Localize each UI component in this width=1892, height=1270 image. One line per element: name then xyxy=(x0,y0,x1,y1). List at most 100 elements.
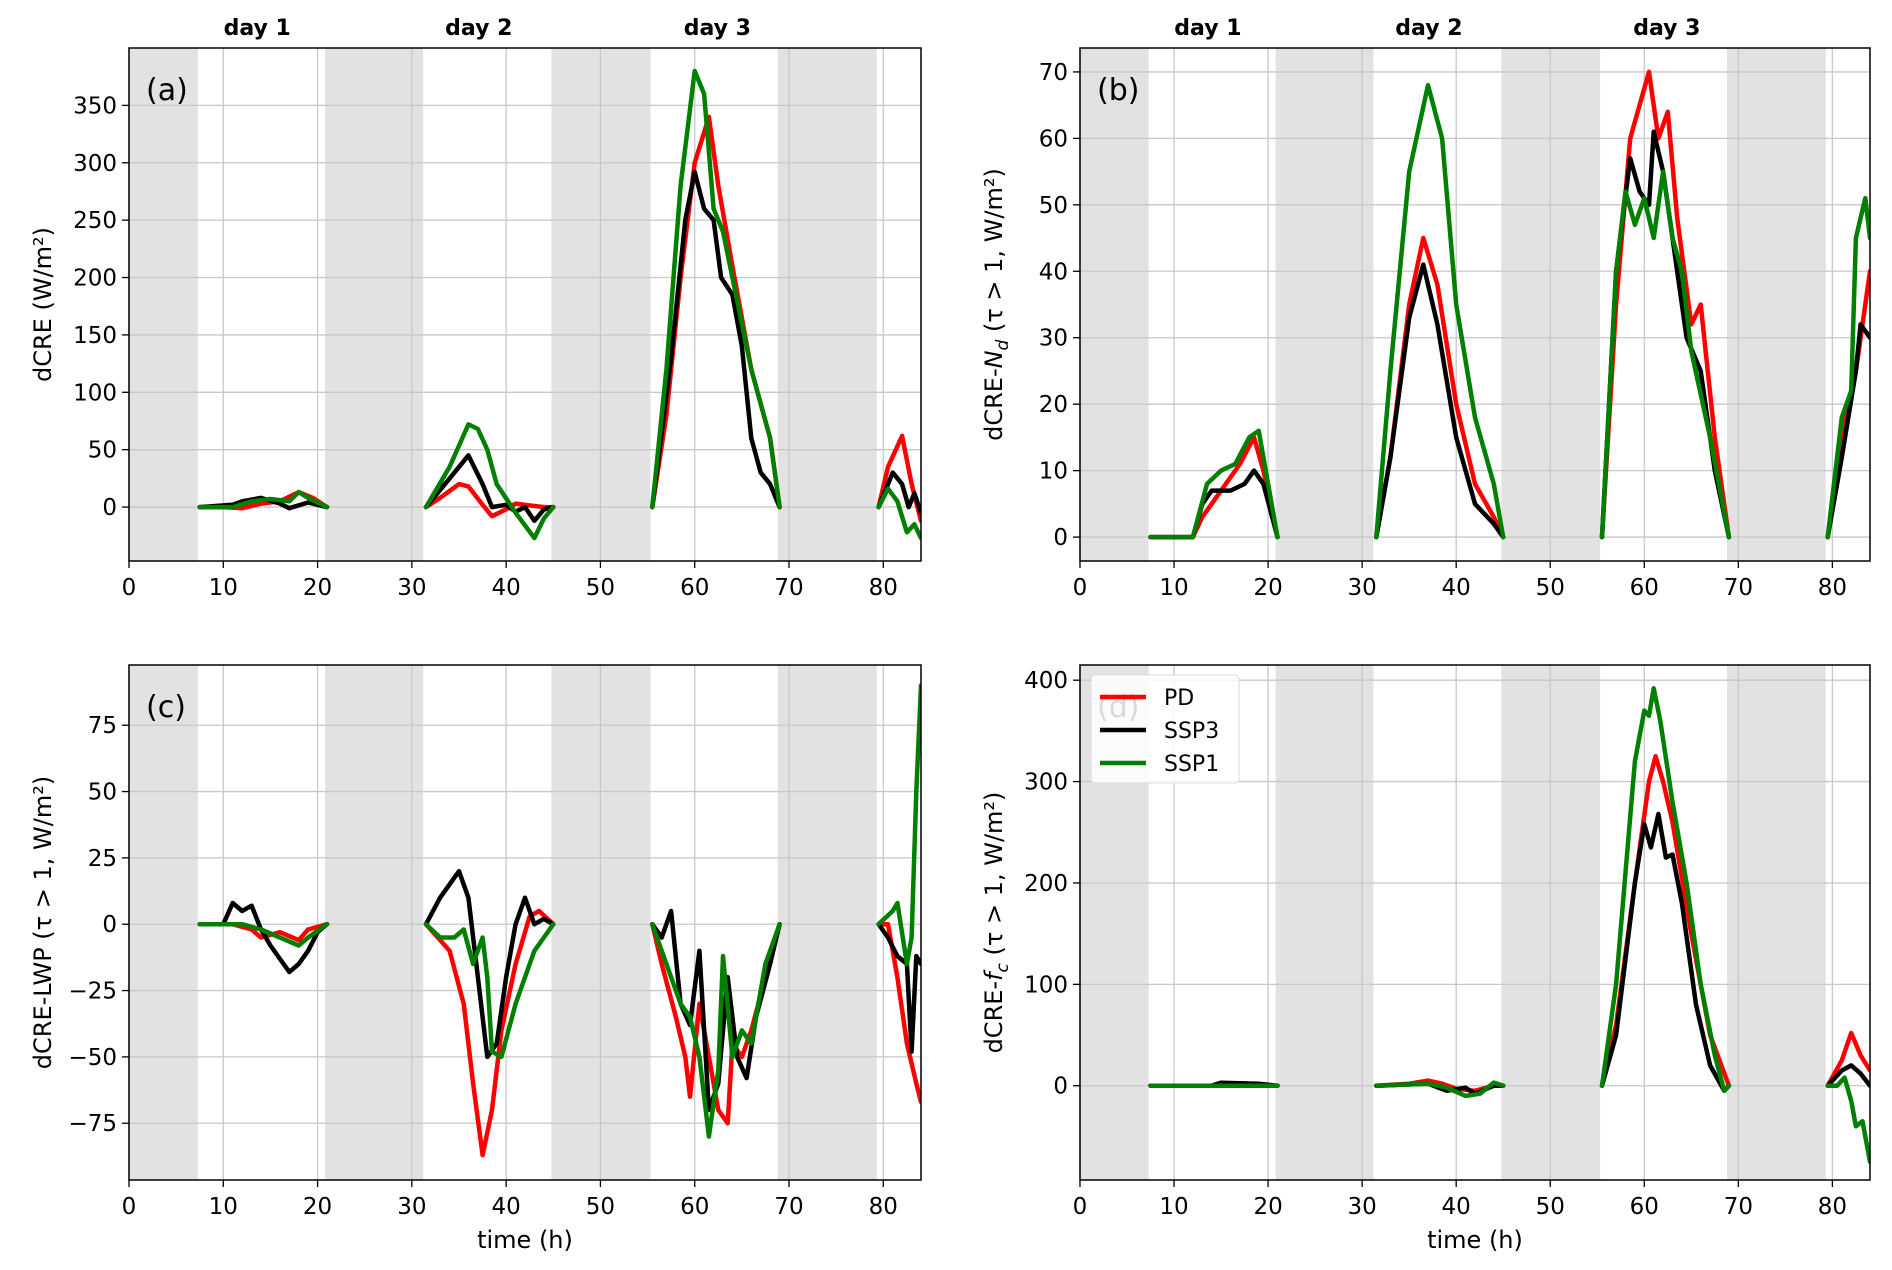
y-axis-label: dCRE-LWP (τ > 1, W/m²) xyxy=(29,776,57,1069)
y-label-sub: d xyxy=(993,339,1013,350)
legend-label: SSP3 xyxy=(1164,719,1219,744)
x-tick-label: 10 xyxy=(1159,575,1188,601)
x-tick-label: 40 xyxy=(1442,575,1471,601)
x-tick-label: 80 xyxy=(869,575,898,601)
y-tick-label: 0 xyxy=(1053,1074,1068,1100)
y-axis-label: dCRE (W/m²) xyxy=(29,227,57,382)
series-line-ssp1 xyxy=(1825,195,1870,540)
series-line-ssp1 xyxy=(1374,1080,1506,1099)
x-tick-label: 20 xyxy=(303,1194,332,1220)
y-tick-label: 50 xyxy=(88,438,117,464)
y-label-main: dCRE- xyxy=(980,981,1008,1054)
series-line-ssp1 xyxy=(650,68,782,510)
y-tick-label: 10 xyxy=(1039,459,1068,485)
x-tick-label: 50 xyxy=(1536,575,1565,601)
panel-c: 0 10 20 30 40 50 60 70 80 −75 −50 −25 0 25 50 75 (c) dCRE… xyxy=(29,664,922,1254)
y-label-rest: (τ > 1, W/m²) xyxy=(980,792,1008,964)
series-line-ssp3 xyxy=(650,169,782,510)
series-line-ssp3 xyxy=(423,453,556,524)
y-tick-label: 60 xyxy=(1039,126,1068,152)
x-tick-label: 20 xyxy=(1253,1194,1282,1220)
x-tick-label: 50 xyxy=(1536,1194,1565,1220)
x-tick-label: 20 xyxy=(303,575,332,601)
x-tick-label: 70 xyxy=(774,1194,803,1220)
x-tick-label: 30 xyxy=(1348,575,1377,601)
x-tick-label: 0 xyxy=(1073,1194,1088,1220)
x-tick-label: 0 xyxy=(122,575,137,601)
night-shading xyxy=(129,665,198,1180)
night-shading xyxy=(1727,48,1826,561)
x-tick-label: 30 xyxy=(397,575,426,601)
series-group xyxy=(197,68,921,541)
x-tick-label: 50 xyxy=(586,1194,615,1220)
y-label-var: N xyxy=(980,350,1008,368)
series-line-ssp1 xyxy=(1599,169,1732,540)
legend-label: SSP1 xyxy=(1164,752,1219,777)
series-line-pd xyxy=(1374,235,1506,540)
legend: PD SSP3 SSP1 xyxy=(1090,674,1240,784)
series-line-ssp1 xyxy=(876,683,921,967)
y-tick-label: 70 xyxy=(1039,60,1068,86)
panel-label: (a) xyxy=(146,73,188,108)
y-tick-label: 75 xyxy=(88,713,117,739)
axes-frame xyxy=(128,664,922,1181)
y-tick-label: −25 xyxy=(68,979,117,1005)
x-tick-label: 20 xyxy=(1253,575,1282,601)
panel-a: 0 10 20 30 40 50 60 70 80 0 50 100 150 200 250 300 350 (a… xyxy=(29,16,922,601)
y-tick-label: 50 xyxy=(88,780,117,806)
day-label: day 3 xyxy=(1633,16,1700,41)
x-tick-label: 0 xyxy=(1073,575,1088,601)
y-tick-label: −50 xyxy=(68,1045,117,1071)
night-shading xyxy=(1727,665,1826,1180)
series-line-ssp1 xyxy=(197,489,330,510)
y-axis-label: dCRE-Nd (τ > 1, W/m²) xyxy=(980,168,1013,441)
series-group xyxy=(1148,69,1870,540)
series-line-ssp3 xyxy=(197,900,330,975)
day-label: day 2 xyxy=(445,16,512,41)
x-tick-label: 70 xyxy=(774,575,803,601)
x-tick-label: 10 xyxy=(1159,1194,1188,1220)
axes-frame xyxy=(128,47,922,562)
series-line-ssp1 xyxy=(423,921,556,1060)
night-shading xyxy=(777,48,877,561)
x-tick-label: 60 xyxy=(680,575,709,601)
y-tick-label: 20 xyxy=(1039,392,1068,418)
series-line-ssp3 xyxy=(423,868,556,1060)
x-tick-label: 40 xyxy=(492,1194,521,1220)
day-label: day 1 xyxy=(1174,16,1241,41)
x-tick-label: 60 xyxy=(1630,575,1659,601)
panel-d: 010203040506070800100200300400(d)dCRE-fc… xyxy=(980,664,1871,1254)
y-tick-label: 350 xyxy=(73,93,117,119)
x-tick-label: 10 xyxy=(209,575,238,601)
night-shading xyxy=(777,665,877,1180)
series-line-ssp1 xyxy=(197,921,330,948)
series-line-pd xyxy=(876,921,921,1105)
x-tick-label: 50 xyxy=(586,575,615,601)
series-line-ssp1 xyxy=(1148,428,1280,540)
y-tick-label: 100 xyxy=(1024,972,1068,998)
y-label-rest: (τ > 1, W/m²) xyxy=(980,168,1008,340)
x-tick-label: 10 xyxy=(209,1194,238,1220)
x-tick-label: 30 xyxy=(1348,1194,1377,1220)
series-group xyxy=(1148,686,1870,1165)
x-tick-label: 80 xyxy=(1818,575,1847,601)
y-tick-label: 200 xyxy=(73,266,117,292)
day-label: day 2 xyxy=(1395,16,1462,41)
series-line-ssp3 xyxy=(1599,129,1732,540)
y-tick-label: 25 xyxy=(88,846,117,872)
axes-frame xyxy=(1079,47,1871,562)
series-line-pd xyxy=(1825,1030,1870,1088)
y-tick-label: −75 xyxy=(68,1111,117,1137)
series-line-ssp3 xyxy=(1825,1063,1870,1088)
y-tick-label: 400 xyxy=(1024,668,1068,694)
x-tick-label: 70 xyxy=(1724,1194,1753,1220)
day-label: day 1 xyxy=(224,16,291,41)
series-line-pd xyxy=(650,921,782,1126)
panel-b: 0 10 20 30 40 50 60 70 80 0 10 20 30 40 50 60 70 (b) dCRE-… xyxy=(980,16,1871,601)
y-label-sub: c xyxy=(993,962,1013,972)
series-line-ssp1 xyxy=(1599,686,1732,1094)
legend-box xyxy=(1090,674,1240,784)
x-tick-label: 80 xyxy=(1818,1194,1847,1220)
series-line-ssp1 xyxy=(876,486,921,541)
night-shading xyxy=(129,48,198,561)
